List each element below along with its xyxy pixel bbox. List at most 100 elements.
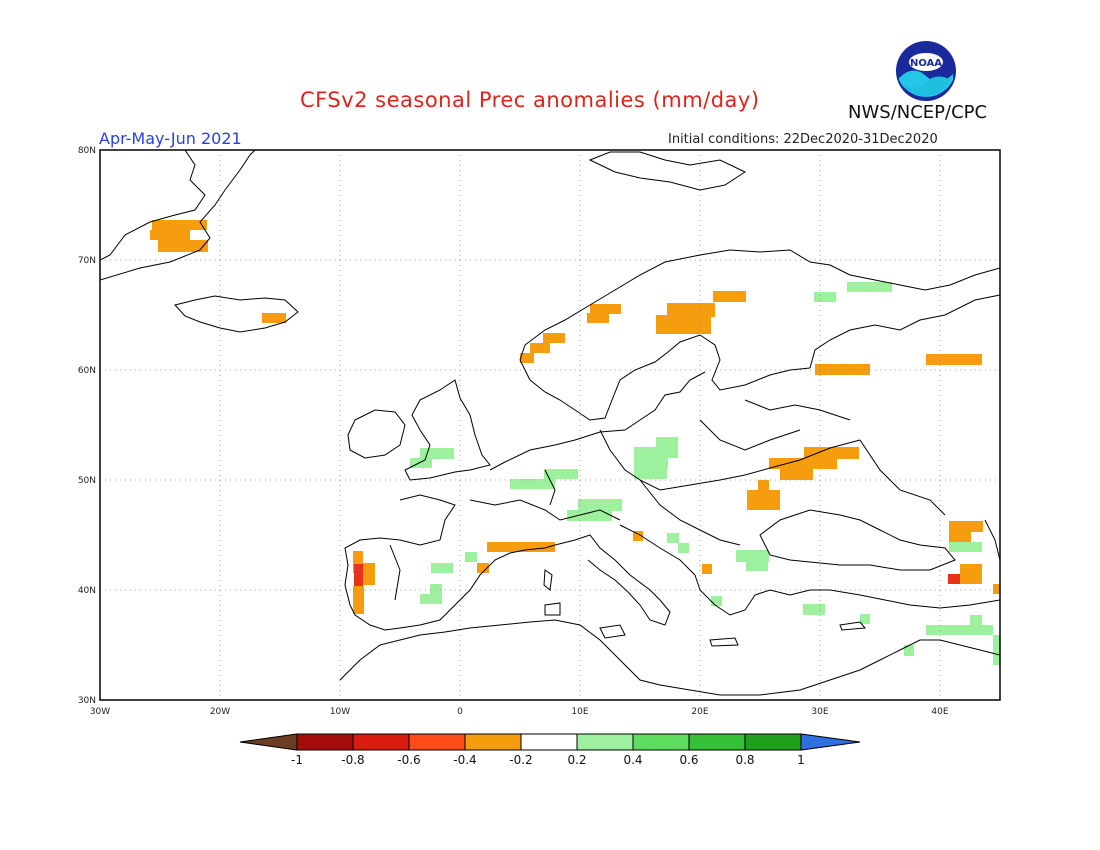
anomaly-cell	[510, 479, 555, 489]
anomaly-cell	[544, 469, 578, 479]
anomaly-cell	[634, 447, 668, 469]
anomaly-cell	[948, 574, 960, 584]
anomaly-cell	[530, 343, 550, 353]
lat-tick-30n: 30N	[78, 696, 96, 706]
anomaly-cell	[758, 480, 769, 490]
anomaly-cell	[633, 531, 643, 541]
colorbar-labels: -1 -0.8 -0.6 -0.4 -0.2 0.2 0.4 0.6 0.8 1	[291, 753, 805, 767]
anomaly-cell	[860, 614, 870, 624]
anomaly-cell	[465, 552, 477, 562]
anomaly-cell	[487, 542, 555, 552]
anomaly-cell	[993, 635, 1000, 665]
anomaly-cell	[520, 353, 534, 363]
anomaly-cell	[667, 533, 679, 543]
anomaly-cell	[262, 313, 286, 323]
anomaly-cell	[926, 354, 982, 365]
colorbar-segment	[464, 733, 522, 751]
lon-tick-0: 0	[457, 707, 463, 717]
anomaly-cell	[590, 304, 621, 314]
anomaly-cell	[667, 303, 715, 317]
anomaly-cell	[814, 292, 836, 302]
noaa-logo: NOAA	[896, 41, 956, 101]
forecast-period: Apr-May-Jun 2021	[99, 129, 242, 148]
anomaly-cell	[993, 584, 1000, 594]
colorbar	[239, 733, 861, 751]
lat-tick-50n: 50N	[78, 476, 96, 486]
anomaly-cell	[780, 468, 813, 480]
anomaly-cell	[656, 315, 711, 334]
colorbar-label: 0.6	[679, 753, 698, 767]
lon-tick-20w: 20W	[210, 707, 230, 717]
colorbar-segment	[744, 733, 802, 751]
anomaly-cell	[970, 615, 982, 625]
anomaly-cell	[420, 448, 454, 459]
colorbar-label: -0.2	[509, 753, 532, 767]
anomaly-cell	[354, 564, 363, 586]
colorbar-label: 0.2	[567, 753, 586, 767]
lat-tick-70n: 70N	[78, 256, 96, 266]
lon-tick-20e: 20E	[691, 707, 708, 717]
colorbar-segment	[296, 733, 354, 751]
anomaly-cell	[158, 240, 208, 252]
lon-tick-10e: 10E	[571, 707, 588, 717]
anomaly-cell	[960, 564, 982, 576]
anomaly-cell	[815, 364, 870, 375]
anomaly-cell	[769, 458, 837, 469]
anomaly-cell	[430, 584, 442, 594]
anomaly-cell	[713, 291, 746, 302]
anomaly-cell	[543, 333, 565, 343]
anomaly-cell	[353, 551, 363, 573]
anomaly-cell	[803, 604, 825, 615]
lon-tick-40e: 40E	[931, 707, 948, 717]
lat-tick-labels: 80N 70N 60N 50N 40N 30N	[78, 146, 96, 706]
anomaly-cell	[150, 230, 190, 240]
anomaly-cell	[431, 563, 453, 573]
anomaly-cell	[949, 521, 983, 532]
anomaly-cell	[804, 447, 859, 459]
anomaly-cell	[353, 586, 364, 614]
anomaly-cell	[960, 574, 982, 584]
colorbar-segment	[688, 733, 746, 751]
colorbar-label: -1	[291, 753, 303, 767]
colorbar-segment	[576, 733, 634, 751]
anomaly-cell	[567, 510, 612, 521]
anomaly-cell	[152, 220, 207, 230]
colorbar-label: 0.8	[735, 753, 754, 767]
map-title: CFSv2 seasonal Prec anomalies (mm/day)	[300, 88, 760, 112]
anomaly-cell	[702, 564, 712, 574]
anomaly-cell	[363, 563, 375, 585]
lon-tick-30w: 30W	[90, 707, 110, 717]
anomaly-cell	[746, 561, 768, 571]
anomaly-cell	[736, 550, 769, 562]
anomaly-cell	[634, 469, 667, 479]
anomaly-cell	[410, 458, 432, 468]
map-frame	[99, 149, 1001, 701]
colorbar-segment	[239, 733, 298, 751]
lon-tick-30e: 30E	[811, 707, 828, 717]
anomaly-cell	[477, 563, 489, 573]
anomaly-cell	[578, 499, 622, 511]
anomaly-cell	[587, 313, 609, 323]
colorbar-segment	[632, 733, 690, 751]
anomaly-cell	[847, 282, 892, 292]
anomaly-cell	[926, 625, 993, 635]
colorbar-segment	[800, 733, 861, 751]
lon-tick-10w: 10W	[330, 707, 350, 717]
anomaly-cell	[904, 645, 914, 656]
colorbar-label: -0.8	[341, 753, 364, 767]
anomaly-cell	[747, 490, 780, 510]
colorbar-segment	[408, 733, 466, 751]
initial-conditions: Initial conditions: 22Dec2020-31Dec2020	[668, 132, 938, 147]
lat-tick-40n: 40N	[78, 586, 96, 596]
anomaly-cell	[949, 542, 982, 552]
colorbar-label: -0.6	[397, 753, 420, 767]
colorbar-label: 1	[797, 753, 805, 767]
lat-tick-60n: 60N	[78, 366, 96, 376]
lon-tick-labels: 30W 20W 10W 0 10E 20E 30E 40E	[90, 707, 949, 717]
colorbar-segment	[520, 733, 578, 751]
colorbar-label: -0.4	[453, 753, 476, 767]
anomaly-cell	[678, 543, 689, 553]
coastlines	[100, 150, 1000, 696]
lat-tick-80n: 80N	[78, 146, 96, 156]
